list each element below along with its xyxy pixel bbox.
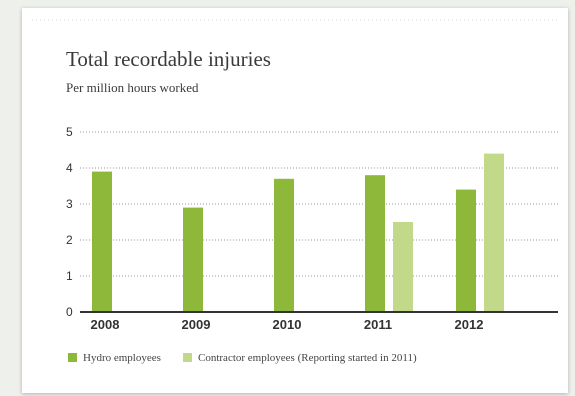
chart-subtitle: Per million hours worked — [66, 80, 199, 95]
y-tick-label-3: 3 — [66, 197, 73, 211]
bar-layer — [92, 153, 504, 312]
bar-hydro-2010 — [274, 178, 294, 312]
legend-swatch-contractor — [183, 353, 192, 362]
x-tick-label-2008: 2008 — [91, 317, 120, 332]
legend-swatch-hydro — [68, 353, 77, 362]
y-tick-label-1: 1 — [66, 269, 73, 283]
x-tick-label-2011: 2011 — [364, 317, 392, 332]
chart: Total recordable injuries Per million ho… — [32, 19, 558, 364]
bar-contractor-2012 — [484, 153, 504, 312]
chart-title: Total recordable injuries — [66, 47, 271, 71]
label-layer: 0 1 2 3 4 5 2008 2009 2010 2011 2012 — [66, 125, 483, 332]
y-tick-label-0: 0 — [66, 305, 73, 319]
bar-hydro-2011 — [365, 175, 385, 312]
bar-hydro-2008 — [92, 171, 112, 312]
y-tick-label-4: 4 — [66, 161, 73, 175]
x-tick-label-2010: 2010 — [273, 317, 302, 332]
legend-label-hydro: Hydro employees — [83, 352, 161, 364]
y-tick-label-5: 5 — [66, 125, 73, 139]
bar-hydro-2009 — [183, 207, 203, 312]
y-tick-label-2: 2 — [66, 233, 73, 247]
bar-contractor-2011 — [393, 222, 413, 312]
chart-page: Total recordable injuries Per million ho… — [22, 8, 568, 393]
legend-label-contractor: Contractor employees (Reporting started … — [198, 352, 417, 364]
x-tick-label-2012: 2012 — [455, 317, 484, 332]
x-tick-label-2009: 2009 — [182, 317, 211, 332]
bar-hydro-2012 — [456, 189, 476, 312]
legend: Hydro employees Contractor employees (Re… — [68, 352, 417, 364]
